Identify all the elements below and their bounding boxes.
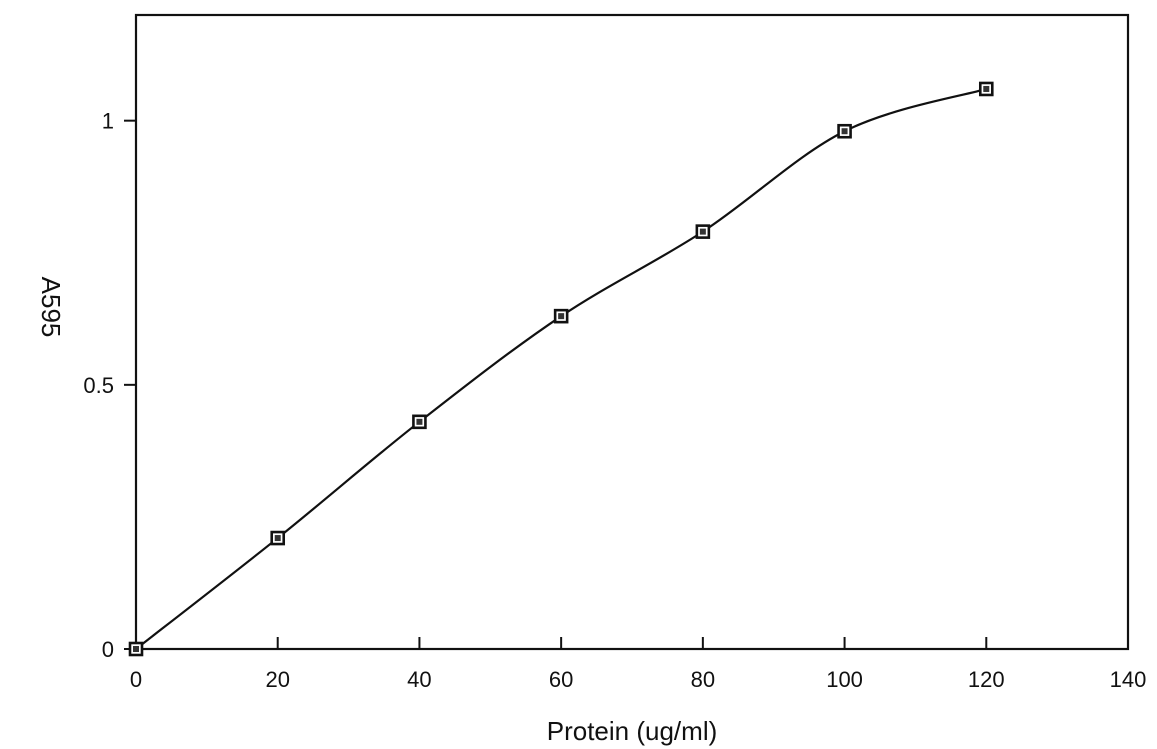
data-point (553, 308, 569, 324)
x-axis: 0 20 40 60 80 100 120 140 (130, 637, 1146, 692)
y-tick-label: 0.5 (83, 373, 114, 398)
x-tick-label: 100 (826, 667, 863, 692)
data-point (128, 641, 144, 657)
data-point (837, 123, 852, 139)
x-tick-label: 140 (1110, 667, 1147, 692)
x-axis-label: Protein (ug/ml) (547, 716, 718, 746)
data-point (978, 81, 994, 97)
x-tick-label: 0 (130, 667, 142, 692)
x-tick-label: 80 (691, 667, 715, 692)
y-tick-label: 0 (102, 637, 114, 662)
data-point (412, 414, 427, 430)
x-tick-label: 40 (407, 667, 431, 692)
plot-frame (134, 13, 1130, 651)
y-axis-label: A595 (36, 277, 66, 338)
x-tick-label: 120 (968, 667, 1005, 692)
data-point (695, 224, 711, 239)
data-points (128, 81, 994, 657)
x-tick-label: 60 (549, 667, 573, 692)
fit-curve (135, 87, 987, 650)
y-axis: 00.51 (83, 109, 136, 662)
x-tick-label: 20 (265, 667, 289, 692)
data-point (270, 530, 286, 546)
y-tick-label: 1 (102, 109, 114, 134)
